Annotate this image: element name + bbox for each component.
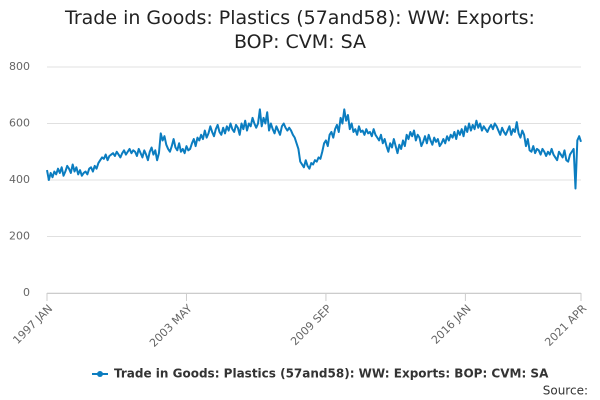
y-tick-label: 200	[9, 230, 30, 243]
legend-label[interactable]: Trade in Goods: Plastics (57and58): WW: …	[114, 367, 549, 381]
legend-marker	[97, 371, 103, 377]
x-tick-label: 2021 APR	[542, 302, 589, 349]
x-tick-label: 1997 JAN	[10, 302, 55, 347]
y-tick-label: 0	[23, 286, 30, 299]
y-tick-label: 400	[9, 173, 30, 186]
y-tick-label: 800	[9, 60, 30, 73]
chart-title: Trade in Goods: Plastics (57and58): WW: …	[65, 7, 535, 53]
y-tick-label: 600	[9, 117, 30, 130]
x-tick-label: 2009 SEP	[288, 302, 334, 348]
x-tick-label: 2003 MAY	[147, 302, 195, 350]
data-line	[46, 108, 582, 190]
source-label: Source:	[543, 384, 588, 398]
x-tick-label: 2016 JAN	[429, 302, 474, 347]
